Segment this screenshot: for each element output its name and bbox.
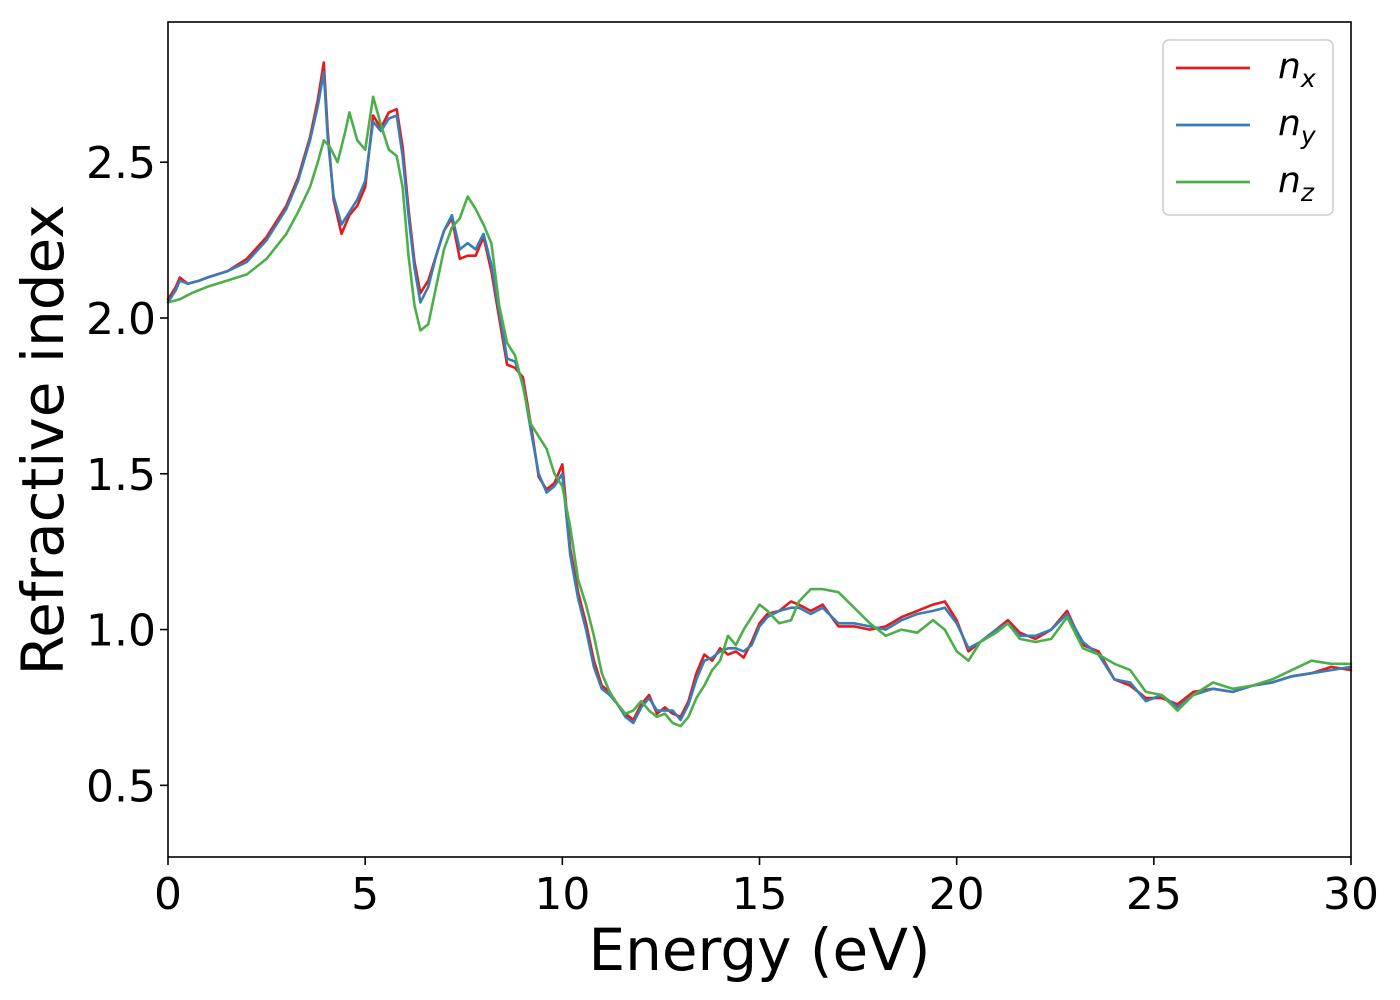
legend-box [1162,39,1334,216]
x-tick-label: 5 [351,869,379,920]
legend-label-ny: ny [1278,103,1317,150]
series-layer [166,61,1353,728]
x-tick-label: 0 [154,869,182,920]
x-tick-label: 25 [1126,869,1182,920]
y-tick-label: 2.5 [86,138,156,189]
legend-label-nx: nx [1278,46,1316,93]
x-axis: 0 5 10 15 20 25 30 [154,857,1379,920]
x-axis-label: Energy (eV) [588,916,930,984]
series-line-ny [166,70,1353,725]
y-tick-label: 2.0 [86,294,156,345]
x-tick-label: 20 [929,869,985,920]
y-tick-label: 1.0 [86,606,156,657]
x-tick-label: 30 [1323,869,1379,920]
x-tick-label: 15 [732,869,788,920]
x-tick-label: 10 [534,869,590,920]
y-tick-label: 0.5 [86,761,156,812]
y-axis-label: Refractive index [9,204,77,675]
y-axis: 0.5 1.0 1.5 2.0 2.5 [86,138,168,812]
series-line-nx [166,61,1353,722]
series-line-nz [166,95,1353,728]
legend: nx ny nz [1162,39,1334,216]
y-tick-label: 1.5 [86,450,156,501]
legend-label-nz: nz [1278,160,1315,207]
